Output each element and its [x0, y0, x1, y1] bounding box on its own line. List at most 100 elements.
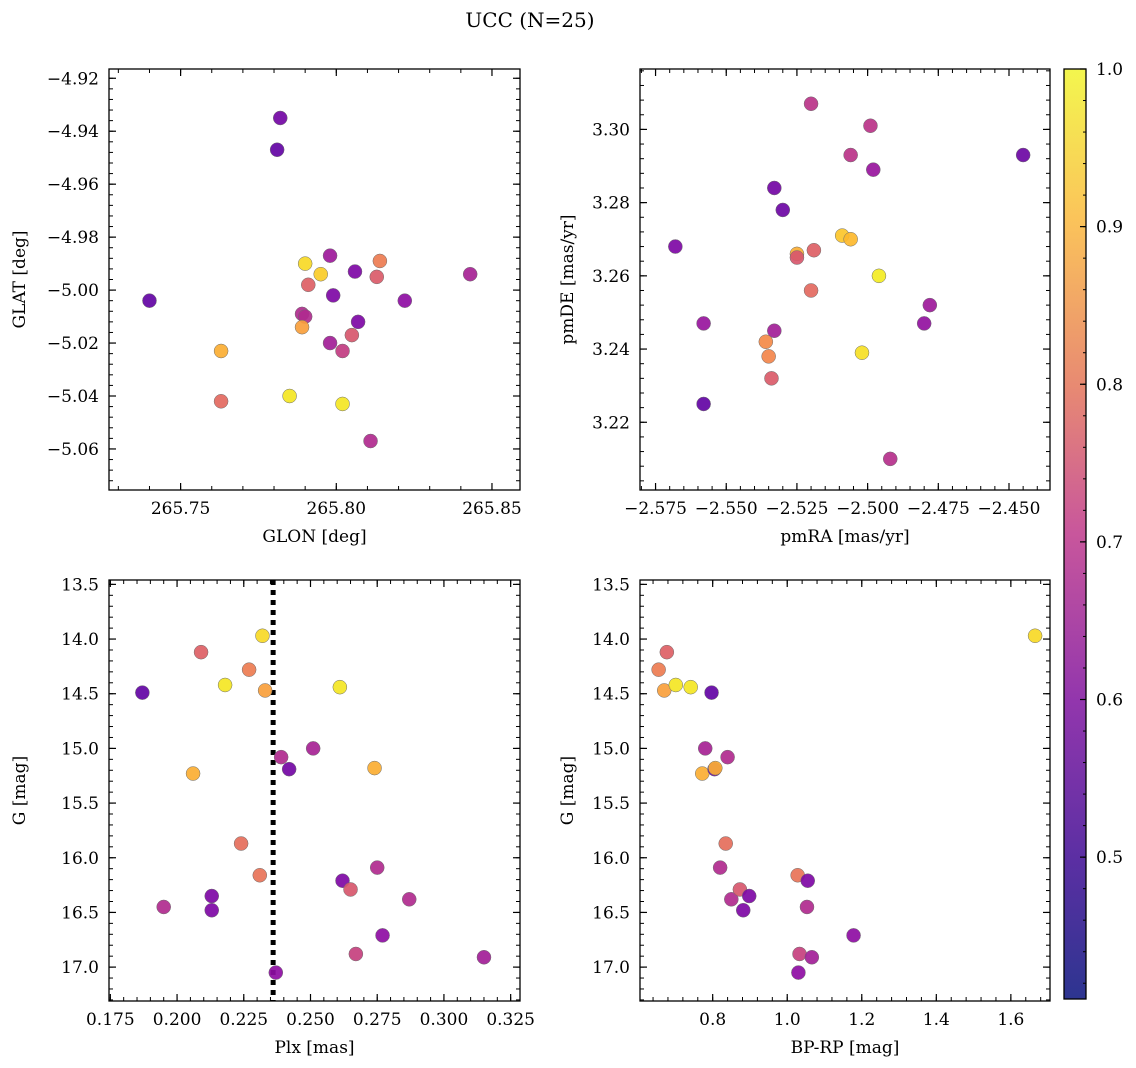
plx-g-xtick-label: 0.250: [286, 1010, 335, 1030]
plx-g-axes-frame: [108, 579, 521, 1002]
plx-g-xtick-label: 0.225: [219, 1010, 268, 1030]
colorbar-gradient: [1063, 68, 1087, 1000]
bprp-g-point: [800, 873, 815, 888]
bprp-g-point: [735, 902, 751, 918]
pmra-pmde-xtick-label: −2.450: [978, 499, 1041, 519]
glon-glat-point: [213, 343, 229, 359]
plx-g-point: [135, 685, 150, 700]
pmra-pmde-xtick-label: −2.525: [765, 499, 828, 519]
pmra-pmde-xtick-label: −2.575: [624, 499, 687, 519]
colorbar-tick-label: 0.9: [1096, 218, 1123, 238]
plx-g-point: [257, 683, 273, 698]
plx-g-ytick-label: 16.0: [61, 849, 99, 869]
glon-glat-ytick-label: −5.06: [47, 440, 99, 460]
plx-g-point: [305, 741, 321, 756]
plx-g-point: [476, 950, 492, 965]
plx-g-point: [273, 749, 289, 765]
pmra-pmde-point: [764, 371, 779, 386]
colorbar-tick-label: 0.5: [1096, 848, 1123, 868]
panel-pmra-pmde: −2.575 −2.550 −2.525 −2.500 −2.475 −2.450 3.22…: [558, 68, 1051, 547]
bprp-g-point: [804, 950, 820, 965]
pmra-pmde-xtick-label: −2.550: [695, 499, 758, 519]
bprp-g-point: [708, 760, 723, 776]
pmra-pmde-point: [843, 231, 858, 247]
bprp-g-xlabel: BP-RP [mag]: [791, 1038, 900, 1058]
bprp-g-axes-frame: [639, 579, 1051, 1002]
plx-g-ytick-label: 17.0: [61, 958, 99, 978]
bprp-g-point: [697, 741, 713, 756]
glon-glat-point: [369, 269, 385, 285]
glon-glat-point: [335, 343, 350, 359]
glon-glat-point: [269, 142, 285, 158]
plx-g-point: [252, 867, 268, 883]
glon-glat-point: [282, 388, 297, 404]
bprp-g-point: [799, 899, 815, 915]
plx-g-xlabel: Plx [mas]: [274, 1038, 354, 1058]
bprp-g-ytick-label: 15.0: [592, 739, 630, 759]
panel-glon-glat: 265.75 265.80 265.85 −4.92 −4.94 −4.96 −4.98 −5…: [10, 68, 522, 547]
pmra-pmde-ytick-label: 3.26: [592, 267, 630, 287]
bprp-g-ylabel: G [mag]: [558, 756, 578, 825]
plx-g-xtick-label: 0.275: [353, 1010, 402, 1030]
glon-glat-xtick-label: 265.85: [462, 499, 521, 519]
plx-g-ylabel: G [mag]: [10, 756, 30, 825]
glon-glat-point: [322, 335, 338, 351]
pmra-pmde-ylabel: pmDE [mas/yr]: [558, 214, 578, 344]
colorbar-tick-label: 1.0: [1096, 60, 1123, 80]
plx-g-point: [204, 888, 219, 904]
bprp-g-point: [712, 860, 728, 875]
plx-g-xtick-label: 0.300: [420, 1010, 469, 1030]
plx-g-point: [233, 836, 249, 851]
pmra-pmde-point: [922, 297, 938, 313]
glon-glat-ytick-label: −4.96: [47, 175, 99, 195]
bprp-g-point: [668, 677, 684, 693]
plx-g-point: [241, 662, 257, 677]
pmra-pmde-point: [916, 316, 932, 331]
bprp-g-xtick-label: 0.8: [699, 1010, 726, 1030]
glon-glat-point: [350, 314, 366, 330]
pmra-pmde-point: [866, 162, 881, 177]
pmra-pmde-point: [806, 242, 822, 258]
pmra-pmde-point: [696, 396, 711, 412]
glon-glat-point: [142, 293, 157, 308]
bprp-g-point: [791, 965, 806, 980]
pmra-pmde-point: [775, 202, 791, 218]
pmra-pmde-point: [789, 250, 805, 265]
pmra-pmde-point: [843, 147, 858, 163]
pmra-pmde-axes-frame: [639, 68, 1051, 491]
bprp-g-ytick-label: 13.5: [592, 575, 630, 595]
glon-glat-ytick-label: −4.94: [47, 122, 99, 142]
bprp-g-point: [659, 644, 675, 660]
plx-g-point: [348, 946, 364, 962]
bprp-g-ytick-label: 15.5: [592, 794, 630, 814]
glon-glat-point: [322, 248, 338, 263]
panel-bprp-g: 0.8 1.0 1.2 1.4 1.6 13.5 14.0 14.5 15.0 15.5 16.0 1…: [558, 575, 1051, 1058]
pmra-pmde-point: [871, 268, 887, 284]
pmra-pmde-xlabel: pmRA [mas/yr]: [780, 527, 909, 547]
glon-glat-point: [397, 293, 413, 308]
bprp-g-ytick-label: 16.5: [592, 903, 630, 923]
plx-g-point: [217, 677, 233, 693]
glon-glat-axes-frame: [108, 68, 521, 491]
glon-glat-point: [363, 433, 378, 449]
bprp-g-ytick-label: 14.5: [592, 685, 630, 705]
pmra-pmde-point: [668, 239, 683, 254]
pmra-pmde-point: [767, 323, 782, 339]
pmra-pmde-ytick-label: 3.24: [592, 340, 630, 360]
plx-g-point: [204, 902, 219, 918]
bprp-g-xtick-label: 1.4: [923, 1010, 950, 1030]
bprp-g-point: [718, 836, 733, 851]
plx-g-point: [185, 766, 201, 781]
pmra-pmde-xtick-label: −2.475: [907, 499, 970, 519]
pmra-pmde-point: [803, 96, 819, 112]
pmra-pmde-point: [863, 118, 878, 133]
pmra-pmde-ytick-label: 3.30: [592, 120, 630, 140]
pmra-pmde-point: [803, 283, 819, 298]
bprp-g-ytick-label: 17.0: [592, 958, 630, 978]
plx-g-point: [401, 892, 417, 907]
pmra-pmde-point: [882, 451, 898, 467]
bprp-g-point: [694, 766, 710, 781]
pmra-pmde-point: [696, 316, 711, 331]
glon-glat-point: [325, 288, 341, 303]
colorbar: 0.5 0.6 0.7 0.8 0.9 1.0: [1063, 60, 1123, 1000]
